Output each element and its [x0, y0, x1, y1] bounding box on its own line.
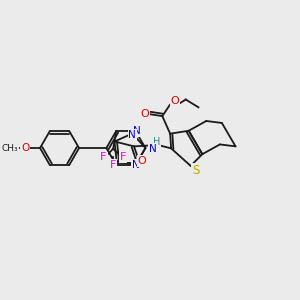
Text: F: F [110, 160, 116, 170]
Text: N: N [128, 130, 136, 140]
Text: H: H [153, 137, 160, 148]
Text: N: N [132, 160, 140, 170]
Text: O: O [171, 97, 179, 106]
Text: O: O [140, 109, 149, 119]
Text: N: N [133, 126, 140, 136]
Text: S: S [192, 164, 199, 177]
Text: CH₃: CH₃ [2, 143, 18, 152]
Text: N: N [149, 144, 157, 154]
Text: O: O [137, 156, 146, 166]
Text: F: F [120, 152, 126, 163]
Text: O: O [21, 143, 29, 153]
Text: F: F [100, 152, 106, 163]
